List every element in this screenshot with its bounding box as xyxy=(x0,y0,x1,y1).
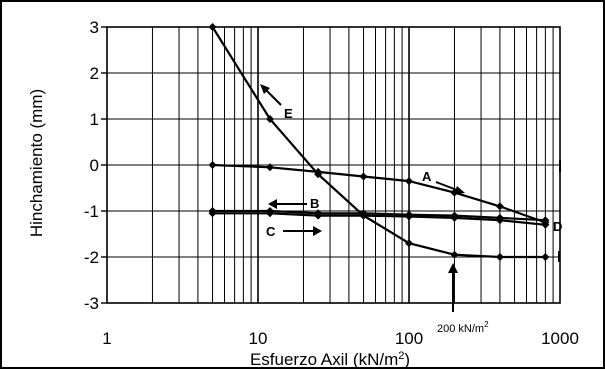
x-tick-label: 1000 xyxy=(541,329,579,348)
y-tick-label: 2 xyxy=(90,64,99,83)
series-e xyxy=(208,23,550,261)
series-line-e xyxy=(211,26,546,259)
series-c xyxy=(208,209,550,229)
data-point-e xyxy=(405,239,413,248)
data-point-b xyxy=(541,216,550,225)
data-point-c xyxy=(405,212,413,221)
x-tick-label: 1 xyxy=(102,329,111,348)
data-point-c xyxy=(265,209,274,218)
data-point-a xyxy=(314,167,323,176)
series-line-c xyxy=(212,212,546,226)
x-axis-label: Esfuerzo Axil (kN/m2) xyxy=(250,350,410,369)
arrow-a xyxy=(435,181,465,194)
curve-label-a: A xyxy=(422,169,432,184)
data-point-e xyxy=(265,115,274,123)
y-axis-label: Hinchamiento (mm) xyxy=(27,89,46,237)
data-point-e xyxy=(495,253,504,261)
data-point-c xyxy=(208,209,217,218)
arrow-e xyxy=(260,84,282,106)
y-tick-label: 3 xyxy=(90,18,99,37)
data-point-c xyxy=(495,216,504,225)
data-point-c xyxy=(359,211,368,220)
curve-label-c: C xyxy=(266,224,276,239)
curve-label-e: E xyxy=(284,106,293,121)
arrow-c xyxy=(283,226,322,236)
data-point-c xyxy=(541,220,550,229)
data-point-e xyxy=(450,250,459,259)
data-point-c xyxy=(450,213,459,222)
y-tick-label: 1 xyxy=(90,110,99,129)
data-point-a xyxy=(495,202,504,211)
y-tick-label: -1 xyxy=(84,202,99,221)
series-line-a xyxy=(212,163,546,224)
curve-label-d: D xyxy=(553,219,562,234)
data-point-e xyxy=(208,23,217,31)
data-point-e xyxy=(541,253,550,261)
y-tick-label: -2 xyxy=(84,248,99,267)
arrow-200 xyxy=(448,263,458,312)
series-layer xyxy=(208,23,550,261)
data-point-c xyxy=(314,211,323,220)
data-point-a xyxy=(208,161,217,169)
series-line-b xyxy=(212,209,546,222)
y-tick-label: 0 xyxy=(90,156,99,175)
data-point-a xyxy=(359,172,368,181)
annotation-200: 200 kN/m2 xyxy=(437,320,489,335)
arrow-b xyxy=(268,199,307,209)
curve-labels: E A B C D xyxy=(260,84,562,312)
y-tick-label: -3 xyxy=(84,294,99,313)
data-point-a xyxy=(265,163,274,172)
curve-label-b: B xyxy=(310,196,319,211)
grid xyxy=(106,26,561,304)
x-tick-label: 100 xyxy=(395,329,423,348)
data-point-a xyxy=(405,177,413,186)
x-tick-label: 10 xyxy=(249,329,268,348)
